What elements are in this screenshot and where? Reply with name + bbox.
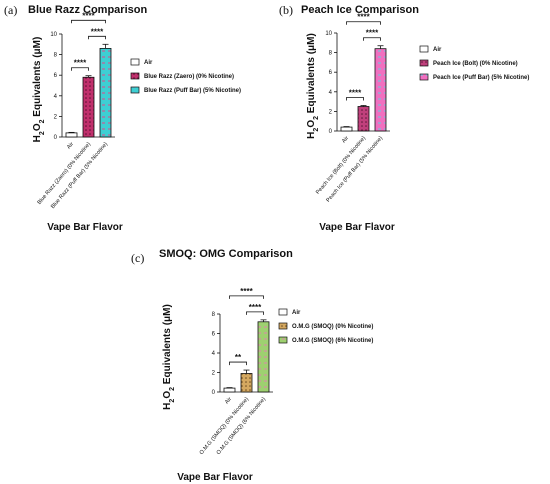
significance-label: **** — [240, 287, 253, 296]
chart-panel-3: (c) SMOQ: OMG Comparison 0 2 4 6 8 H2O2 Equival… — [131, 248, 373, 483]
x-tick-label: Air — [341, 135, 350, 144]
y-tick-label: 0 — [212, 390, 216, 396]
bar-1 — [223, 387, 236, 393]
legend-swatch — [130, 72, 140, 80]
significance-bracket — [346, 21, 381, 25]
significance-label: **** — [91, 27, 104, 36]
bar-3 — [257, 321, 270, 393]
significance-label: **** — [74, 59, 87, 68]
y-tick-label: 2 — [54, 114, 58, 120]
significance-bracket — [229, 295, 264, 299]
bar-3 — [374, 48, 387, 132]
bar-1 — [65, 132, 78, 138]
bar-2 — [82, 76, 95, 138]
significance-label: **** — [82, 11, 95, 20]
y-tick-label: 4 — [54, 94, 58, 100]
legend-swatch — [419, 73, 429, 81]
y-tick-label: 0 — [54, 135, 58, 141]
legend-entry: Air — [433, 47, 442, 53]
chart-panel-1: (a) Blue Razz Comparison 0 2 4 6 8 10 H2O2 Equiv… — [4, 3, 241, 233]
legend-swatch — [278, 336, 288, 344]
y-tick-label: 10 — [325, 31, 332, 37]
x-tick-label: Air — [224, 396, 233, 405]
legend-swatch — [278, 308, 288, 316]
x-axis-label: Vape Bar Flavor — [177, 472, 253, 483]
bar-2 — [357, 106, 370, 132]
y-axis-label: H2O2 Equivalents (μM) — [162, 304, 176, 410]
significance-bracket — [346, 97, 364, 101]
legend-swatch — [419, 45, 429, 53]
significance-label: ** — [235, 353, 242, 362]
significance-bracket — [71, 19, 106, 24]
legend-entry: Air — [144, 60, 153, 66]
significance-bracket — [88, 35, 106, 40]
legend-entry: Blue Razz (Zaero) (0% Nicotine) — [144, 74, 234, 80]
legend-entry: Blue Razz (Puff Bar) (5% Nicotine) — [144, 88, 241, 94]
panel-label: (a) — [4, 3, 17, 17]
legend-entry: Air — [292, 310, 301, 316]
significance-bracket — [363, 37, 381, 41]
y-tick-label: 2 — [212, 371, 216, 377]
bar-2 — [240, 373, 253, 393]
legend-entry: O.M.G (SMOQ) (6% Nicotine) — [292, 338, 373, 344]
bar-3 — [99, 48, 112, 138]
significance-label: **** — [366, 29, 379, 38]
legend-swatch — [130, 58, 140, 66]
legend-swatch — [130, 86, 140, 94]
y-tick-label: 6 — [212, 332, 216, 338]
significance-label: **** — [349, 89, 362, 98]
y-tick-label: 6 — [329, 70, 333, 76]
x-tick-label: Air — [66, 141, 75, 150]
y-tick-label: 6 — [54, 73, 58, 79]
chart-title: Blue Razz Comparison — [28, 4, 147, 16]
legend-entry: Peach Ice (Puff Bar) (5% Nicotine) — [433, 75, 529, 81]
legend-swatch — [419, 59, 429, 67]
y-tick-label: 8 — [54, 53, 58, 59]
x-axis-label: Vape Bar Flavor — [47, 222, 123, 233]
y-tick-label: 4 — [212, 351, 216, 357]
significance-bracket — [246, 311, 264, 315]
y-tick-label: 8 — [212, 312, 216, 318]
panel-label: (c) — [131, 251, 144, 265]
chart-title: SMOQ: OMG Comparison — [159, 248, 293, 260]
x-axis-label: Vape Bar Flavor — [319, 222, 395, 233]
significance-label: **** — [249, 303, 262, 312]
significance-bracket — [71, 67, 89, 71]
chart-title: Peach Ice Comparison — [301, 4, 419, 16]
legend-swatch — [278, 322, 288, 330]
y-tick-label: 8 — [329, 51, 333, 57]
y-tick-label: 0 — [329, 129, 333, 135]
y-tick-label: 4 — [329, 90, 333, 96]
legend-entry: Peach Ice (Bolt) (0% Nicotine) — [433, 61, 518, 67]
bar-1 — [340, 126, 353, 132]
chart-panel-2: (b) Peach Ice Comparison 0 2 4 6 8 10 H2O2 Equiv… — [279, 3, 529, 233]
significance-bracket — [229, 361, 247, 366]
y-axis-label: H2O2 Equivalents (μM) — [306, 33, 320, 139]
y-tick-label: 10 — [50, 32, 57, 38]
y-tick-label: 2 — [329, 109, 333, 115]
significance-label: **** — [357, 13, 370, 22]
panel-label: (b) — [279, 3, 293, 17]
legend-entry: O.M.G (SMOQ) (0% Nicotine) — [292, 324, 373, 330]
y-axis-label: H2O2 Equivalents (μM) — [32, 37, 46, 143]
